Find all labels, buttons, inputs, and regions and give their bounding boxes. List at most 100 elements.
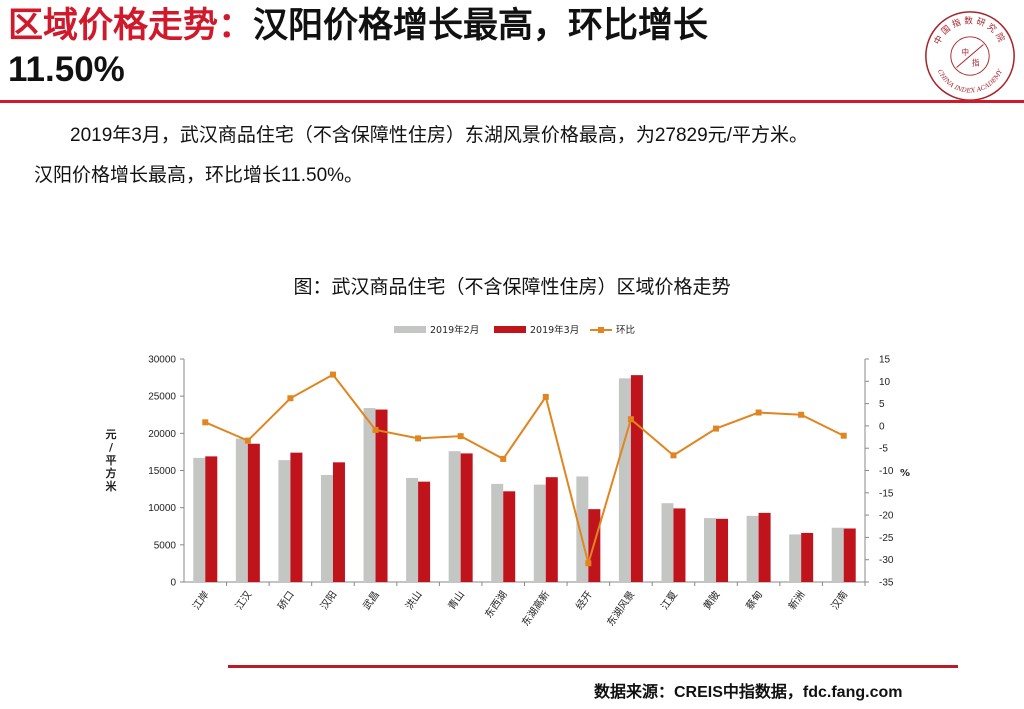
footer-divider bbox=[228, 665, 958, 668]
bar-feb bbox=[278, 460, 291, 582]
left-tick-label: 20000 bbox=[148, 429, 176, 440]
logo-char-zhong: 中 bbox=[961, 47, 969, 57]
right-tick-label: -5 bbox=[879, 444, 888, 455]
bar-feb bbox=[363, 408, 376, 582]
mom-point bbox=[670, 452, 677, 459]
legend-label-mar: 2019年3月 bbox=[530, 324, 579, 336]
bar-mar bbox=[673, 508, 686, 582]
mom-point bbox=[457, 433, 464, 440]
right-tick-label: -35 bbox=[879, 578, 894, 589]
title-text: 汉阳价格增长最高，环比增长 bbox=[253, 6, 709, 46]
category-label: 汉阳 bbox=[318, 589, 339, 612]
category-label: 青山 bbox=[445, 588, 467, 612]
category-label: 东湖风景 bbox=[604, 588, 638, 628]
y-left-label-char: 元 bbox=[106, 428, 117, 441]
right-tick-label: -20 bbox=[879, 511, 894, 522]
right-tick-label: -10 bbox=[879, 466, 894, 477]
category-label: 江汉 bbox=[233, 589, 254, 612]
bar-mar bbox=[290, 452, 303, 582]
category-label: 洪山 bbox=[403, 589, 424, 612]
right-tick-label: -30 bbox=[879, 555, 894, 566]
bar-feb bbox=[448, 451, 461, 582]
left-tick-label: 30000 bbox=[148, 355, 176, 366]
intro-line-2: 汉阳价格增长最高，环比增长11.50%。 bbox=[34, 165, 364, 186]
category-label: 东湖高新 bbox=[519, 588, 553, 628]
y-left-label-char: 方 bbox=[106, 466, 117, 480]
bar-feb bbox=[320, 474, 333, 582]
category-label: 黄陂 bbox=[700, 588, 722, 612]
category-label: 蔡甸 bbox=[743, 588, 765, 612]
mom-point bbox=[372, 426, 379, 433]
left-tick-label: 10000 bbox=[148, 503, 176, 514]
right-tick-label: -25 bbox=[879, 533, 894, 544]
title-highlight: 区域价格走势： bbox=[8, 6, 254, 46]
mom-point bbox=[287, 395, 294, 402]
mom-point bbox=[244, 437, 251, 444]
bar-mar bbox=[205, 456, 218, 582]
mom-point bbox=[415, 435, 422, 442]
left-tick-label: 25000 bbox=[148, 392, 176, 403]
bar-mar bbox=[460, 453, 473, 582]
mom-point bbox=[500, 455, 507, 462]
bar-feb bbox=[618, 378, 631, 582]
right-tick-label: 0 bbox=[879, 421, 885, 432]
data-source: 数据来源：CREIS中指数据，fdc.fang.com bbox=[594, 684, 903, 701]
logo-char-zhi: 指 bbox=[972, 58, 980, 68]
chart-title: 图：武汉商品住宅（不含保障性住房）区域价格走势 bbox=[293, 277, 731, 298]
mom-point bbox=[202, 419, 209, 426]
category-label: 武昌 bbox=[360, 588, 382, 612]
bar-feb bbox=[406, 477, 419, 582]
bar-feb bbox=[789, 534, 802, 582]
mom-line bbox=[204, 373, 845, 568]
right-tick-label: 15 bbox=[879, 355, 891, 366]
category-label: 江夏 bbox=[659, 589, 680, 612]
mom-point bbox=[840, 432, 847, 439]
header-divider bbox=[0, 100, 1024, 103]
mom-point bbox=[713, 425, 720, 432]
bar-feb bbox=[831, 527, 844, 582]
left-tick-label: 15000 bbox=[148, 466, 176, 477]
category-label: 新洲 bbox=[785, 588, 807, 612]
bar-feb bbox=[491, 483, 504, 582]
y-left-label-char: 米 bbox=[105, 479, 118, 493]
bar-feb bbox=[661, 503, 674, 582]
bar-mar bbox=[716, 518, 729, 582]
mom-point bbox=[755, 409, 762, 416]
left-tick-label: 0 bbox=[170, 578, 176, 589]
intro-line-1: 2019年3月，武汉商品住宅（不含保障性住房）东湖风景价格最高，为27829元/… bbox=[70, 125, 808, 146]
category-label: 江岸 bbox=[190, 589, 211, 612]
bar-mar bbox=[843, 528, 856, 582]
bar-feb bbox=[746, 515, 759, 582]
bar-mar bbox=[503, 491, 516, 582]
y-right-label: % bbox=[900, 468, 910, 479]
y-left-label-char: / bbox=[109, 441, 114, 454]
right-tick-label: 5 bbox=[879, 399, 885, 410]
bar-mar bbox=[630, 375, 643, 582]
mom-point bbox=[627, 416, 634, 423]
bar-mar bbox=[418, 481, 431, 582]
bar-mar bbox=[545, 477, 558, 582]
bar-mar bbox=[375, 409, 388, 582]
right-tick-label: -15 bbox=[879, 488, 894, 499]
bar-feb bbox=[193, 457, 206, 582]
right-tick-label: 10 bbox=[879, 377, 891, 388]
legend-swatch-feb bbox=[394, 326, 426, 333]
bar-feb bbox=[235, 438, 248, 582]
y-left-label-char: 平 bbox=[106, 454, 117, 467]
title-percent: 11.50% bbox=[8, 50, 125, 89]
intro-paragraph: 2019年3月，武汉商品住宅（不含保障性住房）东湖风景价格最高，为27829元/… bbox=[34, 116, 994, 196]
bar-feb bbox=[533, 484, 546, 582]
legend-swatch-mom-marker bbox=[598, 327, 604, 333]
category-label: 经开 bbox=[573, 588, 595, 612]
mom-point bbox=[798, 411, 805, 418]
page-title: 区域价格走势：汉阳价格增长最高，环比增长 11.50% bbox=[8, 4, 908, 92]
bar-mar bbox=[247, 443, 260, 582]
category-label: 硚口 bbox=[276, 589, 297, 612]
bar-mar bbox=[758, 512, 771, 582]
category-label: 汉南 bbox=[828, 588, 850, 612]
legend-swatch-mar bbox=[494, 326, 526, 333]
mom-point bbox=[542, 393, 549, 400]
bar-feb bbox=[704, 518, 717, 582]
bar-mar bbox=[801, 532, 814, 582]
